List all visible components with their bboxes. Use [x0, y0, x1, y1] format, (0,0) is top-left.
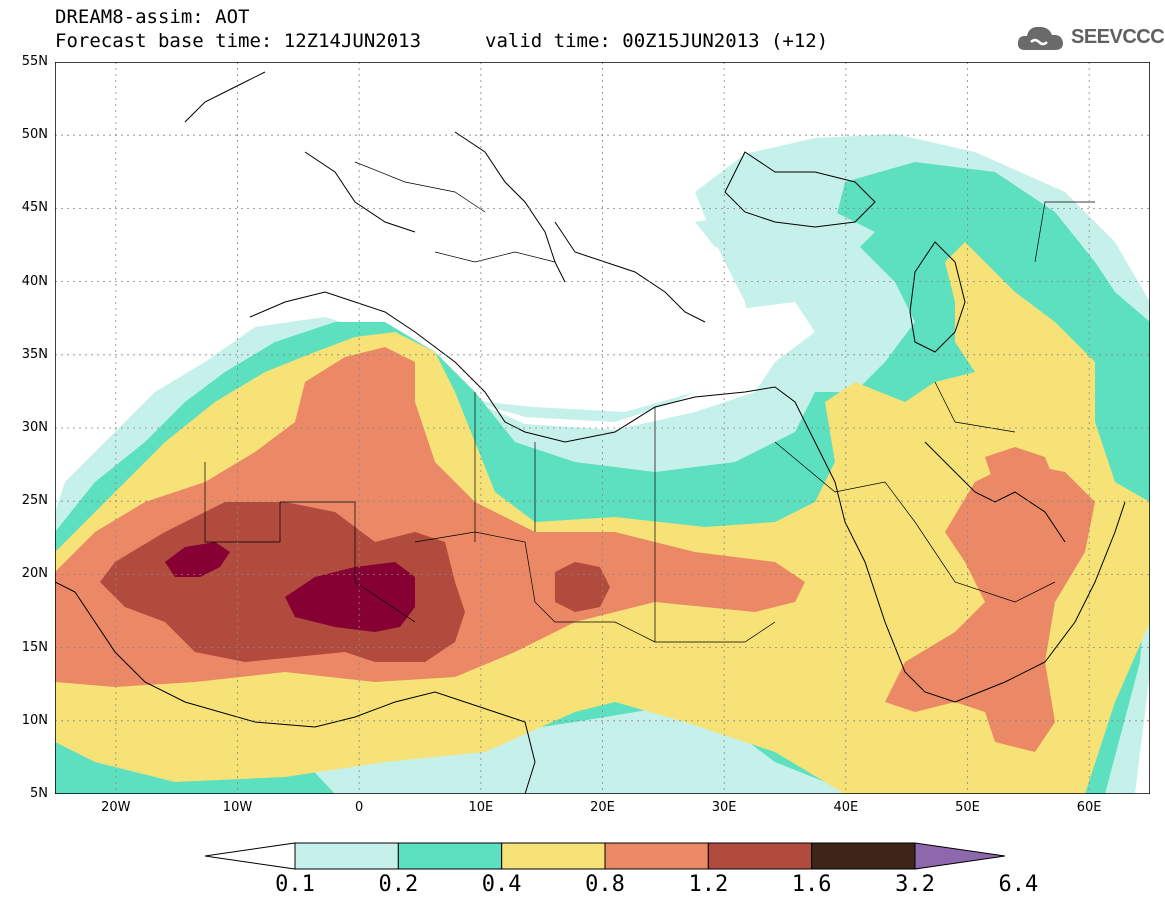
colorbar-swatch	[604, 842, 709, 870]
aot-region-1.6-west	[165, 542, 230, 577]
lon-label: 20E	[590, 800, 615, 815]
aot-region-0.8-gulf	[985, 447, 1055, 492]
aot-forecast-map	[55, 62, 1150, 794]
forecast-base-time: Forecast base time: 12Z14JUN2013	[55, 30, 422, 52]
lat-label: 40N	[21, 273, 48, 289]
lon-label: 10E	[468, 800, 494, 815]
borders	[204, 161, 1095, 643]
colorbar-level-label: 6.4	[998, 872, 1039, 897]
colorbar-level-label: 0.8	[585, 872, 625, 897]
colorbar-level-label: 0.2	[378, 872, 419, 897]
cloud-icon	[1017, 26, 1063, 50]
grid-lines	[55, 62, 1150, 794]
aot-region-1.6-east	[285, 562, 415, 632]
colorbar-swatch	[397, 842, 503, 870]
colorbar-level-label: 0.1	[275, 872, 315, 897]
colorbar-under-triangle	[204, 842, 296, 870]
aot-clear-blacksea	[695, 212, 875, 252]
lat-label: 15N	[21, 639, 48, 655]
lon-label: 50E	[955, 800, 980, 815]
colorbar-level-label: 1.2	[688, 872, 729, 897]
colorbar-swatch	[501, 842, 606, 870]
seevccc-logo: SEEVCCC	[1015, 20, 1165, 60]
lat-label: 55N	[21, 54, 48, 69]
aot-region-0.8-arabia	[885, 462, 1095, 752]
lon-label: 20W	[101, 800, 131, 815]
lon-label: 60E	[1076, 800, 1102, 815]
colorbar-swatch	[707, 842, 813, 870]
lat-label: 45N	[21, 200, 48, 216]
map-title: DREAM8-assim: AOT	[55, 6, 250, 28]
lat-label: 5N	[30, 786, 48, 801]
aot-clear-mediterranean	[475, 302, 815, 430]
lat-label: 35N	[21, 346, 48, 362]
lon-label: 0	[355, 800, 364, 815]
colorbar-swatch	[811, 842, 916, 870]
logo-text: SEEVCCC	[1071, 26, 1165, 48]
lon-label: 10W	[222, 800, 253, 815]
lat-label: 25N	[21, 493, 48, 509]
colorbar-level-label: 0.4	[481, 872, 522, 897]
lon-label: 40E	[833, 800, 859, 815]
lat-label: 20N	[21, 566, 48, 582]
lon-label: 30E	[711, 800, 737, 815]
colorbar-level-label: 3.2	[895, 872, 935, 897]
lat-label: 10N	[21, 712, 48, 728]
map-canvas	[55, 62, 1150, 794]
colorbar-graphic	[204, 842, 1006, 870]
lat-label: 30N	[21, 420, 48, 435]
lat-label: 50N	[21, 127, 48, 143]
valid-time: valid time: 00Z15JUN2013 (+12)	[485, 30, 829, 52]
colorbar-over-triangle	[914, 842, 1006, 870]
colorbar: 0.1 0.2 0.4 0.8 1.2 1.6 3.2 6.4	[204, 842, 1038, 902]
map-header: DREAM8-assim: AOT Forecast base time: 12…	[55, 6, 855, 62]
colorbar-swatch	[294, 842, 399, 870]
colorbar-level-label: 1.6	[791, 872, 832, 897]
